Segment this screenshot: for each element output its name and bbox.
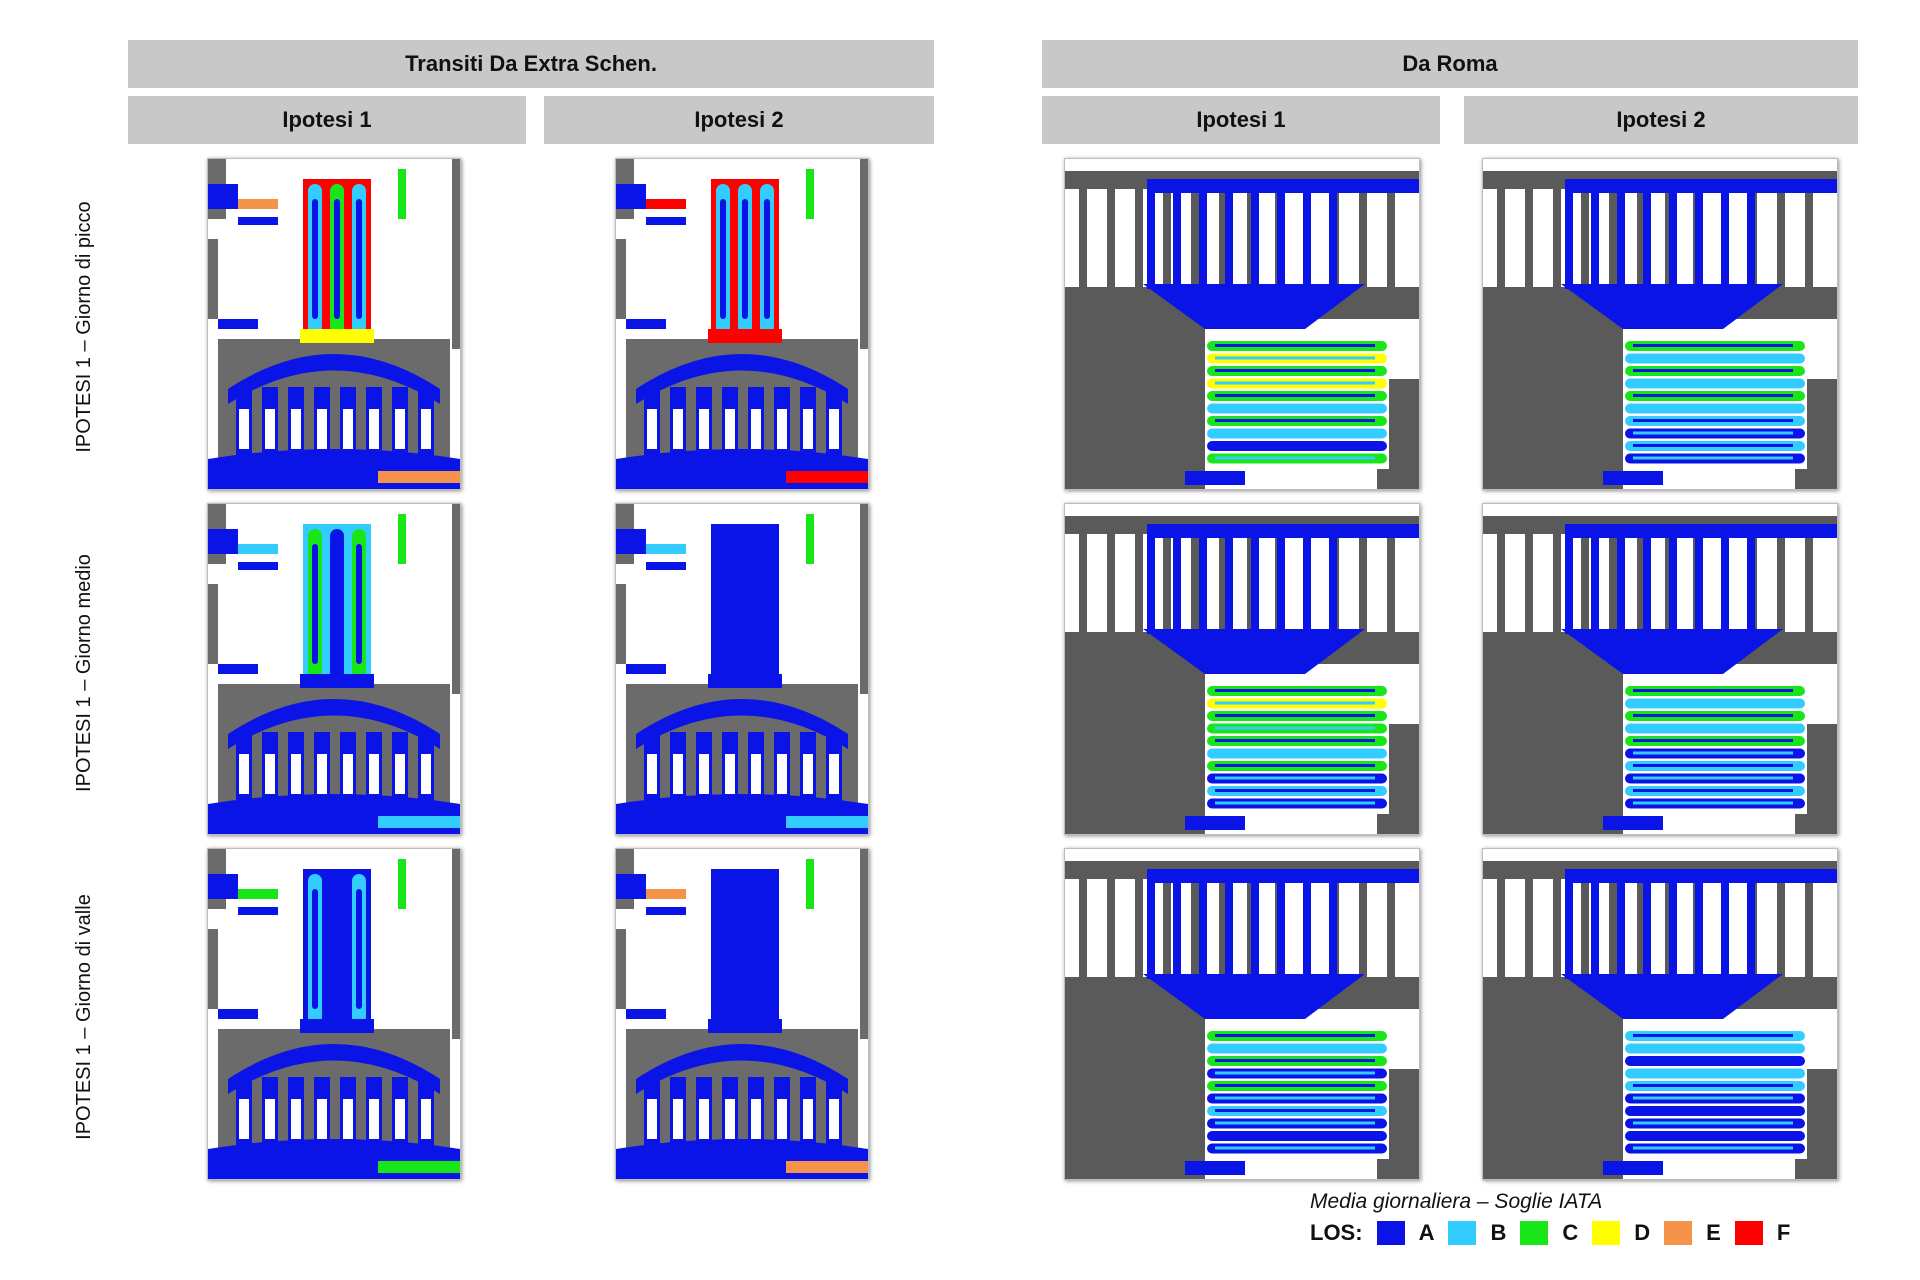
legend-label-b: B [1490,1220,1507,1245]
row-label-valle: IPOTESI 1 – Giorno di valle [72,894,95,1140]
group-header-transiti: Transiti Da Extra Schen. [128,40,934,88]
legend-swatch-a [1376,1221,1405,1245]
legend-item-b: B [1448,1220,1506,1246]
row-label-picco: IPOTESI 1 – Giorno di picco [72,201,95,453]
legend-label-f: F [1776,1220,1791,1245]
legend-swatch-f [1734,1221,1763,1245]
legend: LOS: A B C D E F [1310,1220,1804,1246]
legend-label-a: A [1418,1220,1435,1245]
legend-swatch-b [1448,1221,1477,1245]
legend-swatch-d [1592,1221,1621,1245]
legend-item-c: C [1520,1220,1578,1246]
heatmap-transiti-ipotesi1-valle [207,848,461,1180]
heatmap-floorplan [616,849,868,1179]
legend-swatch-c [1520,1221,1549,1245]
heatmap-roma-ipotesi2-valle [1482,848,1838,1180]
heatmap-transiti-ipotesi2-picco [615,158,869,490]
legend-prefix: LOS: [1310,1220,1363,1245]
heatmap-floorplan [1065,849,1419,1179]
legend-item-f: F [1734,1220,1791,1246]
heatmap-floorplan [1065,504,1419,834]
row-label-medio: IPOTESI 1 – Giorno medio [72,554,95,792]
group-header-da-roma: Da Roma [1042,40,1858,88]
legend-item-a: A [1376,1220,1435,1246]
heatmap-roma-ipotesi1-medio [1064,503,1420,835]
heatmap-floorplan [1483,504,1837,834]
heatmap-floorplan [208,504,460,834]
subheader-roma-ipotesi-2: Ipotesi 2 [1464,96,1858,144]
heatmap-floorplan [208,159,460,489]
legend-item-e: E [1664,1220,1721,1246]
heatmap-floorplan [208,849,460,1179]
heatmap-transiti-ipotesi2-valle [615,848,869,1180]
heatmap-floorplan [616,504,868,834]
heatmap-floorplan [616,159,868,489]
heatmap-transiti-ipotesi1-medio [207,503,461,835]
subheader-roma-ipotesi-1: Ipotesi 1 [1042,96,1440,144]
legend-swatch-e [1664,1221,1693,1245]
heatmap-floorplan [1065,159,1419,489]
legend-label-e: E [1706,1220,1721,1245]
subheader-transiti-ipotesi-2: Ipotesi 2 [544,96,934,144]
subheader-transiti-ipotesi-1: Ipotesi 1 [128,96,526,144]
heatmap-roma-ipotesi2-medio [1482,503,1838,835]
heatmap-transiti-ipotesi2-medio [615,503,869,835]
heatmap-transiti-ipotesi1-picco [207,158,461,490]
legend-title: Media giornaliera – Soglie IATA [1310,1190,1603,1213]
heatmap-roma-ipotesi1-valle [1064,848,1420,1180]
heatmap-floorplan [1483,159,1837,489]
legend-label-c: C [1562,1220,1579,1245]
legend-item-d: D [1592,1220,1650,1246]
legend-label-d: D [1634,1220,1651,1245]
heatmap-floorplan [1483,849,1837,1179]
heatmap-roma-ipotesi1-picco [1064,158,1420,490]
heatmap-roma-ipotesi2-picco [1482,158,1838,490]
